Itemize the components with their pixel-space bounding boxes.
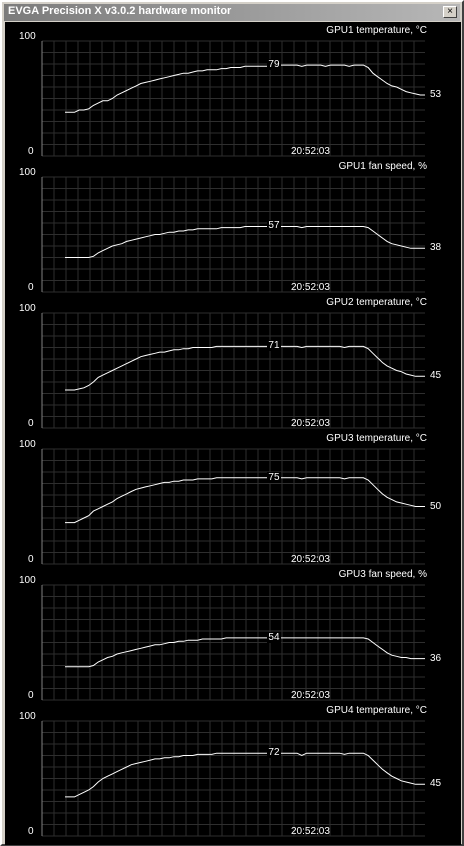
- graph-title: GPU3 fan speed, %: [338, 569, 427, 580]
- current-value-label: 45: [430, 778, 442, 790]
- timestamp-label: 20:52:03: [291, 418, 330, 429]
- y-axis-max-label: 100: [19, 439, 36, 450]
- graph-pane-gpu3-fan-speed[interactable]: 100 0 GPU3 fan speed, % 20:52:03 36 54: [5, 566, 461, 702]
- y-axis-min-label: 0: [28, 146, 34, 157]
- current-value-label: 53: [430, 89, 442, 101]
- timestamp-label: 20:52:03: [291, 554, 330, 565]
- y-axis-max-label: 100: [19, 167, 36, 178]
- current-value-label: 45: [430, 370, 442, 382]
- graph-pane-gpu2-temperature[interactable]: 100 0 GPU2 temperature, °C 20:52:03 45 7…: [5, 294, 461, 430]
- max-value-label: 72: [267, 747, 281, 759]
- timestamp-label: 20:52:03: [291, 146, 330, 157]
- close-button[interactable]: ×: [443, 6, 457, 18]
- graph-line: [65, 477, 425, 524]
- y-axis-min-label: 0: [28, 826, 34, 837]
- graph-title: GPU1 fan speed, %: [338, 161, 427, 172]
- graph-plot: [41, 40, 425, 157]
- graph-area: 100 0 GPU1 temperature, °C 20:52:03 53 7…: [5, 22, 461, 845]
- graph-pane-gpu1-fan-speed[interactable]: 100 0 GPU1 fan speed, % 20:52:03 38 57: [5, 158, 461, 294]
- graph-line: [65, 226, 425, 258]
- current-value-label: 36: [430, 652, 442, 664]
- y-axis-max-label: 100: [19, 711, 36, 722]
- timestamp-label: 20:52:03: [291, 826, 330, 837]
- max-value-label: 71: [267, 340, 281, 352]
- graph-line: [65, 345, 425, 391]
- y-axis-min-label: 0: [28, 554, 34, 565]
- y-axis-max-label: 100: [19, 575, 36, 586]
- title-bar[interactable]: EVGA Precision X v3.0.2 hardware monitor…: [4, 4, 460, 21]
- y-axis-min-label: 0: [28, 690, 34, 701]
- graph-plot: [41, 176, 425, 293]
- y-axis-max-label: 100: [19, 303, 36, 314]
- max-value-label: 75: [267, 471, 281, 483]
- max-value-label: 79: [267, 59, 281, 71]
- y-axis-min-label: 0: [28, 418, 34, 429]
- y-axis-min-label: 0: [28, 282, 34, 293]
- graph-plot: [41, 448, 425, 565]
- graph-pane-gpu1-temperature[interactable]: 100 0 GPU1 temperature, °C 20:52:03 53 7…: [5, 22, 461, 158]
- graph-title: GPU1 temperature, °C: [326, 25, 427, 36]
- y-axis-max-label: 100: [19, 31, 36, 42]
- max-value-label: 57: [267, 220, 281, 232]
- graph-pane-gpu3-temperature[interactable]: 100 0 GPU3 temperature, °C 20:52:03 50 7…: [5, 430, 461, 566]
- graph-plot: [41, 312, 425, 429]
- graph-plot: [41, 584, 425, 701]
- graph-line: [65, 752, 425, 798]
- window-title: EVGA Precision X v3.0.2 hardware monitor: [8, 5, 232, 17]
- current-value-label: 50: [430, 500, 442, 512]
- graph-title: GPU3 temperature, °C: [326, 433, 427, 444]
- graph-title: GPU2 temperature, °C: [326, 297, 427, 308]
- graph-line: [65, 64, 425, 113]
- graph-title: GPU4 temperature, °C: [326, 705, 427, 716]
- graph-plot: [41, 720, 425, 837]
- graph-line: [65, 637, 425, 668]
- max-value-label: 54: [267, 631, 281, 643]
- close-icon: ×: [447, 6, 453, 17]
- graph-pane-gpu4-temperature[interactable]: 100 0 GPU4 temperature, °C 20:52:03 45 7…: [5, 702, 461, 838]
- current-value-label: 38: [430, 242, 442, 254]
- timestamp-label: 20:52:03: [291, 282, 330, 293]
- timestamp-label: 20:52:03: [291, 690, 330, 701]
